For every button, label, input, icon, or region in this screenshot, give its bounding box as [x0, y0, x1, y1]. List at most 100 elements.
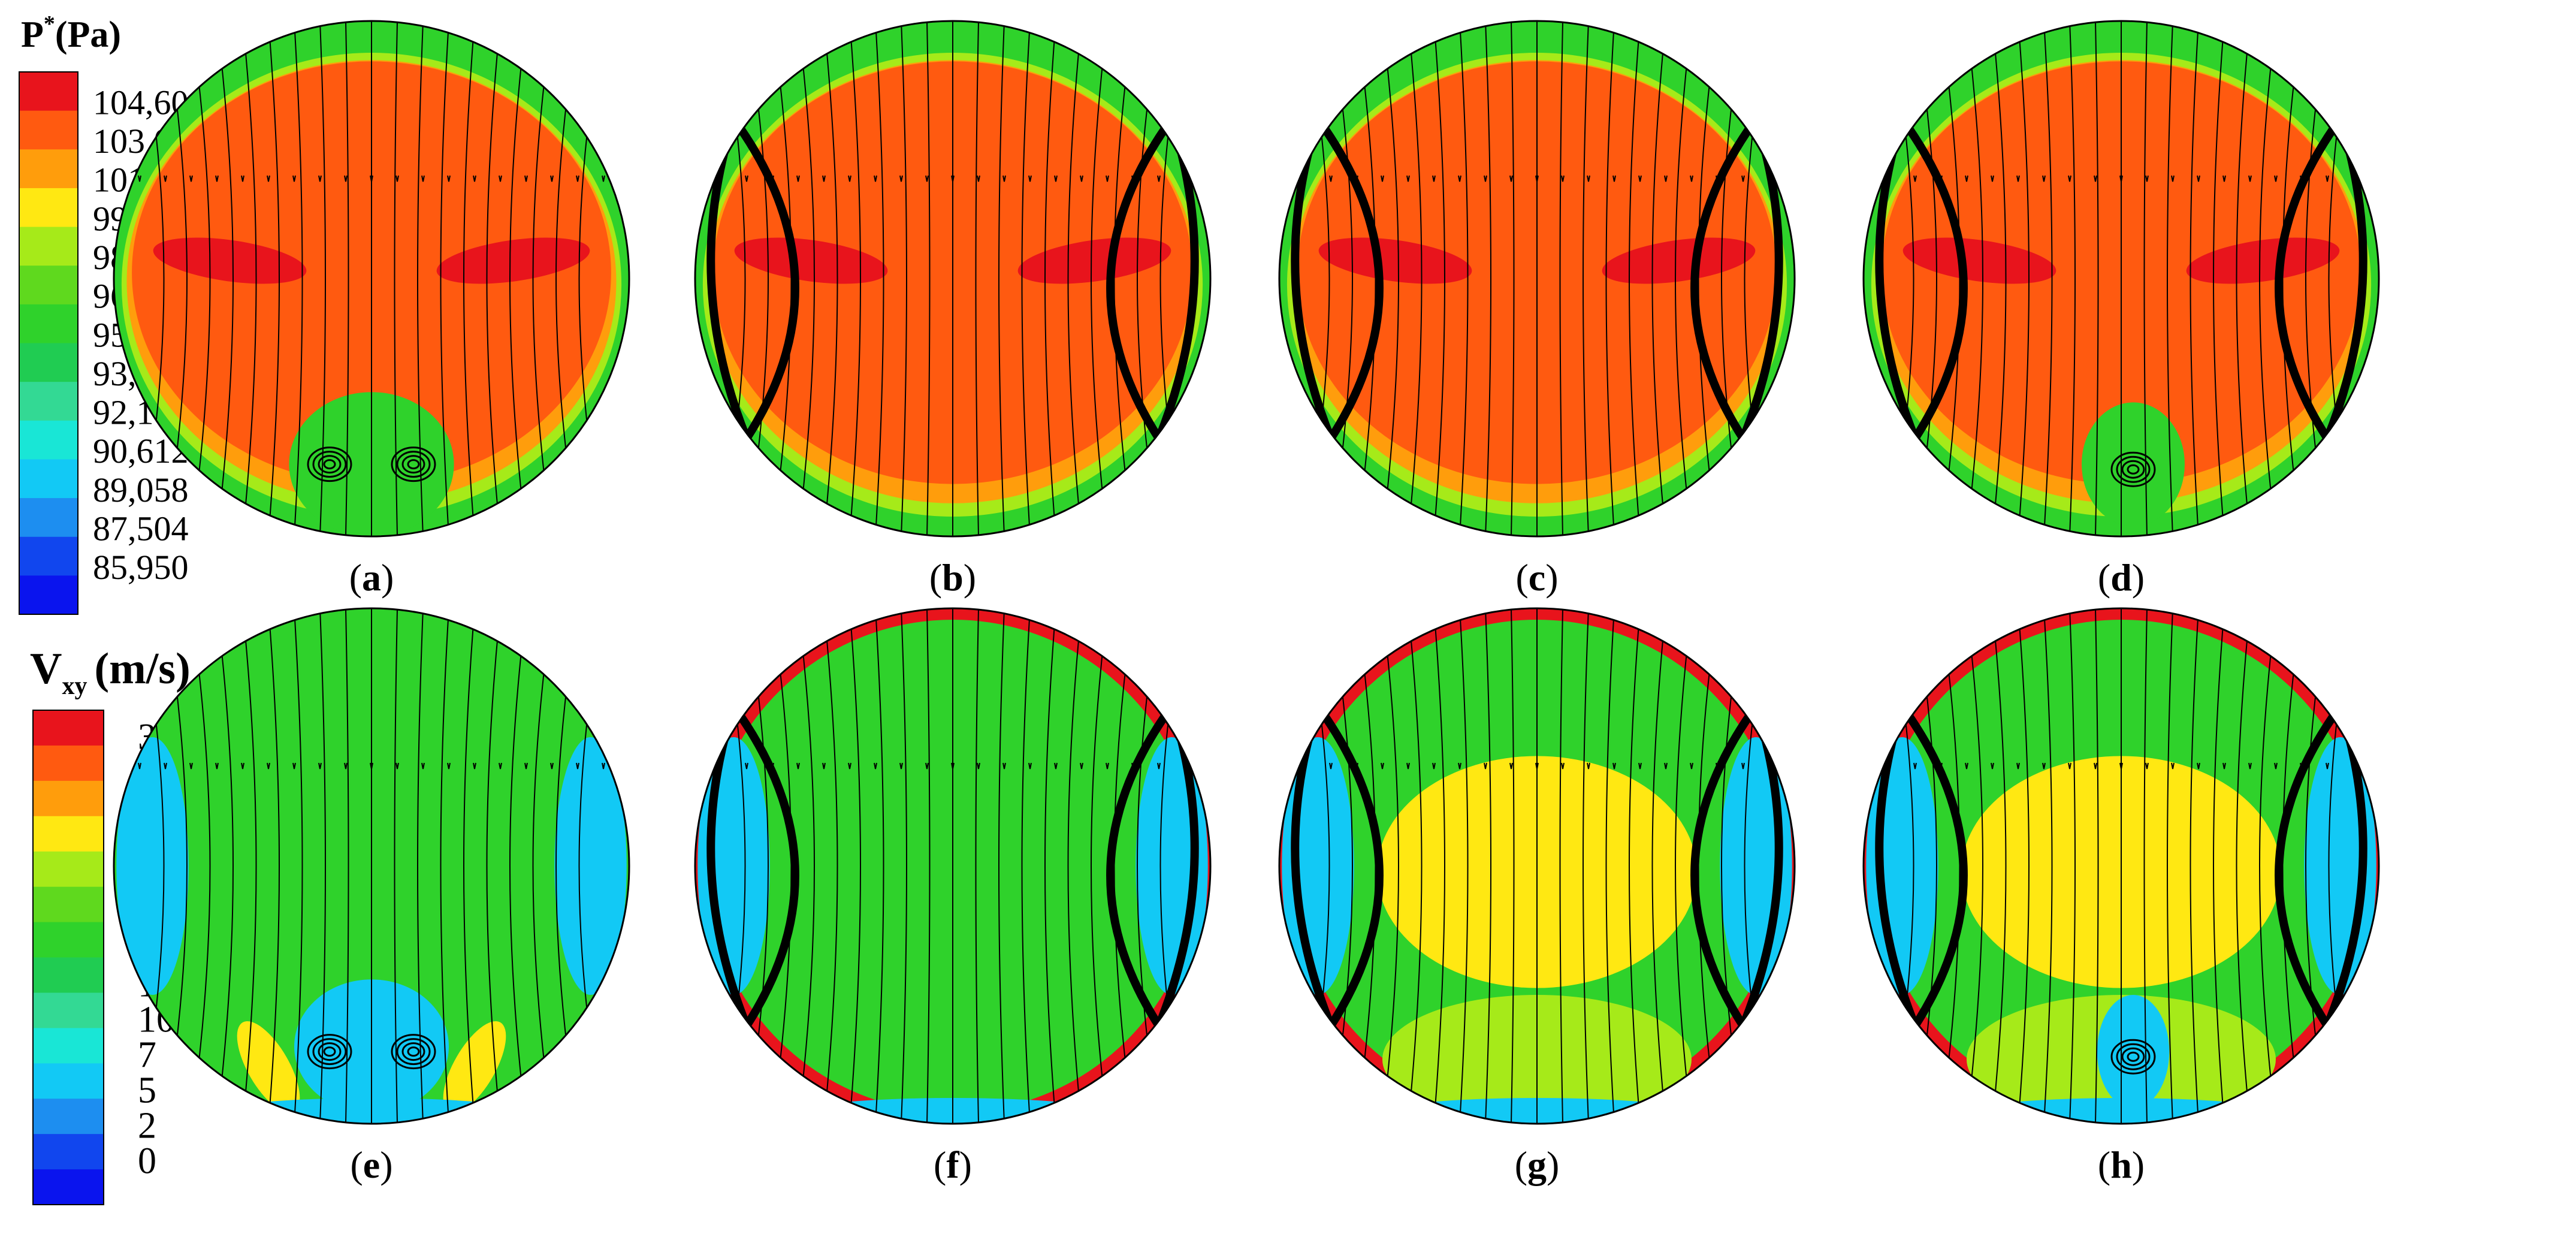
streamline-arrow — [1432, 762, 1436, 770]
streamline-arrow — [602, 762, 605, 770]
streamline-arrow — [1157, 762, 1161, 770]
streamline — [242, 21, 257, 536]
streamline — [417, 608, 424, 1124]
streamline-arrow — [848, 175, 851, 182]
streamline-arrow — [1587, 762, 1590, 770]
streamline-arrow — [421, 762, 425, 770]
streamline-arrow — [2094, 175, 2097, 182]
streamline — [1583, 608, 1589, 1124]
vortex-spiral — [312, 451, 347, 478]
streamline — [2167, 608, 2173, 1124]
streamline-arrow — [745, 175, 748, 182]
streamline-arrow — [2197, 762, 2200, 770]
streamline — [975, 608, 979, 1124]
pressure-colorbar — [19, 71, 78, 615]
panel-f-outline — [694, 607, 1212, 1125]
pressure-high-spot-right — [2186, 237, 2340, 284]
pressure-high-spot-left — [153, 237, 307, 284]
caption-close-paren: ) — [381, 556, 394, 599]
streamline-arrow — [848, 762, 851, 770]
streamline-arrow — [951, 762, 955, 770]
panel-c-outline — [1278, 20, 1796, 538]
panel-caption: (g) — [1515, 1144, 1560, 1186]
caption-open-paren: ( — [1515, 556, 1528, 599]
pressure-swatch — [19, 536, 78, 576]
streamline-arrow — [1664, 175, 1668, 182]
streamline-arrow — [344, 175, 348, 182]
vortex-spiral — [323, 459, 336, 470]
streamline — [1067, 608, 1082, 1124]
caption-open-paren: ( — [929, 556, 942, 599]
pressure-swatch — [19, 382, 78, 421]
streamline-arrow — [899, 175, 903, 182]
panel-caption: (h) — [2098, 1144, 2145, 1186]
streamline — [1559, 21, 1563, 536]
streamline — [849, 21, 861, 536]
streamline-arrow — [1664, 762, 1668, 770]
streamline-arrow — [189, 175, 193, 182]
streamline-arrow — [1561, 175, 1565, 182]
streamline — [1408, 608, 1423, 1124]
streamline-arrow — [1406, 762, 1410, 770]
streamline — [2043, 21, 2053, 536]
streamline — [1091, 608, 1108, 1124]
velocity-jet-left — [237, 1021, 300, 1113]
streamline-arrow — [189, 762, 193, 770]
streamline-arrow — [1484, 762, 1487, 770]
streamline-arrow — [1965, 762, 1968, 770]
streamline — [823, 21, 838, 536]
streamline — [1629, 21, 1641, 536]
panel-h-vortices — [2110, 1039, 2156, 1075]
streamline-arrow — [2326, 762, 2329, 770]
velocity-vortex-zone — [2097, 995, 2170, 1109]
streamline-arrow — [1991, 762, 1994, 770]
streamline-arrow — [2042, 762, 2046, 770]
pressure-swatch — [19, 72, 78, 111]
streamline — [1605, 21, 1615, 536]
caption-close-paren: ) — [2132, 556, 2145, 599]
streamline-arrow — [524, 175, 528, 182]
streamline-arrow — [1406, 175, 1410, 182]
vortex-spiral — [2110, 1039, 2156, 1075]
streamline-arrow — [2145, 762, 2149, 770]
streamline — [1485, 608, 1491, 1124]
pressure-high-spot-left — [1318, 237, 1472, 284]
streamline — [998, 608, 1005, 1124]
panel-caption: (b) — [929, 556, 976, 599]
panel-d-vortices — [2110, 451, 2156, 487]
velocity-tick-label: 5 — [138, 1070, 156, 1111]
streamline-arrow — [473, 762, 476, 770]
streamline — [509, 608, 527, 1124]
panel-d-field — [1864, 21, 2379, 536]
pressure-swatch — [19, 459, 78, 499]
streamline-arrow — [2016, 762, 2020, 770]
streamline — [1511, 21, 1515, 536]
streamline-arrow — [318, 762, 322, 770]
streamline — [2213, 608, 2225, 1124]
caption-open-paren: ( — [2098, 1144, 2110, 1186]
velocity-legend-title: Vxy (m/s) — [30, 644, 191, 700]
streamline-arrow — [2248, 762, 2252, 770]
streamline — [2069, 608, 2076, 1124]
caption-open-paren: ( — [349, 556, 362, 599]
streamline-arrow — [2068, 762, 2071, 770]
vortex-spiral — [2121, 1047, 2145, 1066]
streamline — [1583, 21, 1589, 536]
pressure-symbol: P — [21, 14, 44, 55]
streamline-arrow — [370, 175, 373, 182]
panel-e-outline — [113, 607, 630, 1125]
vortex-spiral — [312, 1038, 347, 1066]
streamline — [242, 608, 257, 1124]
streamline-arrow — [395, 762, 399, 770]
panel-d-streamlines — [1888, 21, 2355, 536]
streamline-arrow — [925, 175, 929, 182]
streamline — [1091, 21, 1108, 536]
panel-f: (f) — [694, 607, 1212, 1186]
pressure-swatch — [19, 498, 78, 538]
streamline-arrow — [2145, 175, 2149, 182]
pressure-high-spot-right — [1602, 237, 1756, 284]
panel-e-vortices — [307, 1034, 436, 1070]
streamline — [823, 608, 838, 1124]
streamline — [926, 608, 931, 1124]
streamline-arrow — [2222, 762, 2226, 770]
